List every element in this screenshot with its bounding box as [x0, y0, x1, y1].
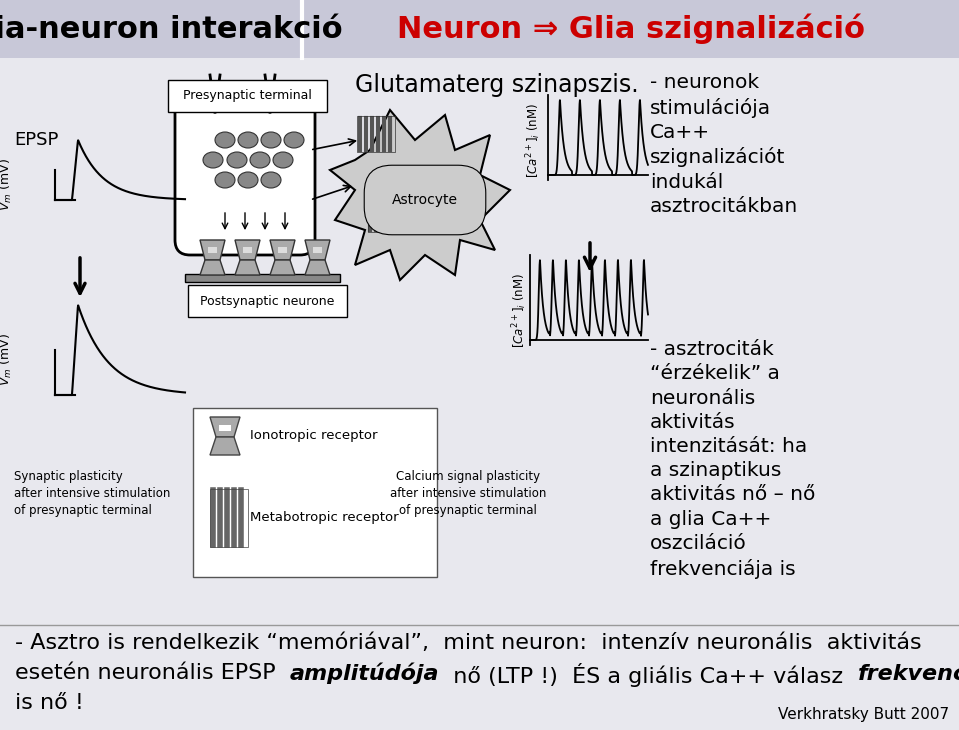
Text: nő (LTP !)  ÉS a gliális Ca++ válasz: nő (LTP !) ÉS a gliális Ca++ válasz	[439, 663, 857, 687]
Bar	[357, 116, 395, 152]
Text: Verkhratsky Butt 2007: Verkhratsky Butt 2007	[778, 707, 949, 722]
Text: - Asztro is rendelkezik “memóriával”,  mint neuron:  intenzív neuronális  aktivi: - Asztro is rendelkezik “memóriával”, mi…	[15, 633, 922, 653]
Text: - neuronok
stimulációja
Ca++
szignalizációt
indukál
asztrocitákban: - neuronok stimulációja Ca++ szignalizác…	[650, 73, 798, 216]
Polygon shape	[305, 260, 330, 275]
Polygon shape	[270, 260, 295, 275]
FancyBboxPatch shape	[175, 95, 315, 255]
Text: Presynaptic terminal: Presynaptic terminal	[182, 90, 312, 102]
Ellipse shape	[238, 172, 258, 188]
Bar	[185, 274, 340, 282]
Ellipse shape	[215, 132, 235, 148]
Text: Neuron ⇒ Glia szignalizáció: Neuron ⇒ Glia szignalizáció	[396, 14, 865, 45]
Ellipse shape	[284, 132, 304, 148]
FancyBboxPatch shape	[193, 408, 437, 577]
Polygon shape	[243, 247, 252, 253]
Text: Postsynaptic neurone: Postsynaptic neurone	[199, 294, 334, 307]
Ellipse shape	[261, 172, 281, 188]
Ellipse shape	[227, 152, 247, 168]
Ellipse shape	[238, 132, 258, 148]
Polygon shape	[208, 247, 217, 253]
Text: Metabotropic receptor: Metabotropic receptor	[250, 512, 399, 524]
Polygon shape	[305, 240, 330, 260]
Polygon shape	[235, 260, 260, 275]
Text: esetén neuronális EPSP: esetén neuronális EPSP	[15, 663, 290, 683]
Bar	[0, 0, 302, 58]
FancyBboxPatch shape	[188, 285, 347, 317]
Polygon shape	[200, 260, 225, 275]
Polygon shape	[278, 247, 287, 253]
Text: - asztrociták
“érzékelik” a
neuronális
aktivitás
intenzitását: ha
a szinaptikus
: - asztrociták “érzékelik” a neuronális a…	[650, 340, 815, 579]
Text: Calcium signal plasticity
after intensive stimulation
of presynaptic terminal: Calcium signal plasticity after intensiv…	[389, 470, 547, 517]
Text: EPSP: EPSP	[14, 131, 58, 149]
Text: Astrocyte: Astrocyte	[392, 193, 458, 207]
Bar	[368, 204, 400, 232]
Ellipse shape	[203, 152, 223, 168]
Bar	[210, 489, 248, 547]
Bar	[302, 0, 959, 58]
FancyBboxPatch shape	[168, 80, 327, 112]
Text: amplitúdója: amplitúdója	[290, 663, 439, 685]
Polygon shape	[210, 417, 240, 437]
Ellipse shape	[273, 152, 293, 168]
Text: $[Ca^{2+}]_i$ (nM): $[Ca^{2+}]_i$ (nM)	[525, 102, 544, 177]
Polygon shape	[219, 425, 231, 431]
Text: Glia-neuron interakció: Glia-neuron interakció	[0, 15, 343, 44]
Text: Synaptic plasticity
after intensive stimulation
of presynaptic terminal: Synaptic plasticity after intensive stim…	[14, 470, 171, 517]
Polygon shape	[330, 110, 510, 280]
Text: Ionotropic receptor: Ionotropic receptor	[250, 429, 378, 442]
Ellipse shape	[261, 132, 281, 148]
Polygon shape	[200, 240, 225, 260]
Text: $V_m$ (mV): $V_m$ (mV)	[0, 158, 14, 212]
Polygon shape	[270, 240, 295, 260]
Text: Glutamaterg szinapszis.: Glutamaterg szinapszis.	[355, 73, 639, 97]
Text: frekvenciája: frekvenciája	[857, 663, 959, 685]
Text: is nő !: is nő !	[15, 693, 83, 713]
Ellipse shape	[215, 172, 235, 188]
Ellipse shape	[250, 152, 270, 168]
Polygon shape	[210, 437, 240, 455]
Text: $[Ca^{2+}]_i$ (nM): $[Ca^{2+}]_i$ (nM)	[510, 272, 529, 347]
Text: $V_m$ (mV): $V_m$ (mV)	[0, 334, 14, 386]
Polygon shape	[313, 247, 322, 253]
Polygon shape	[235, 240, 260, 260]
